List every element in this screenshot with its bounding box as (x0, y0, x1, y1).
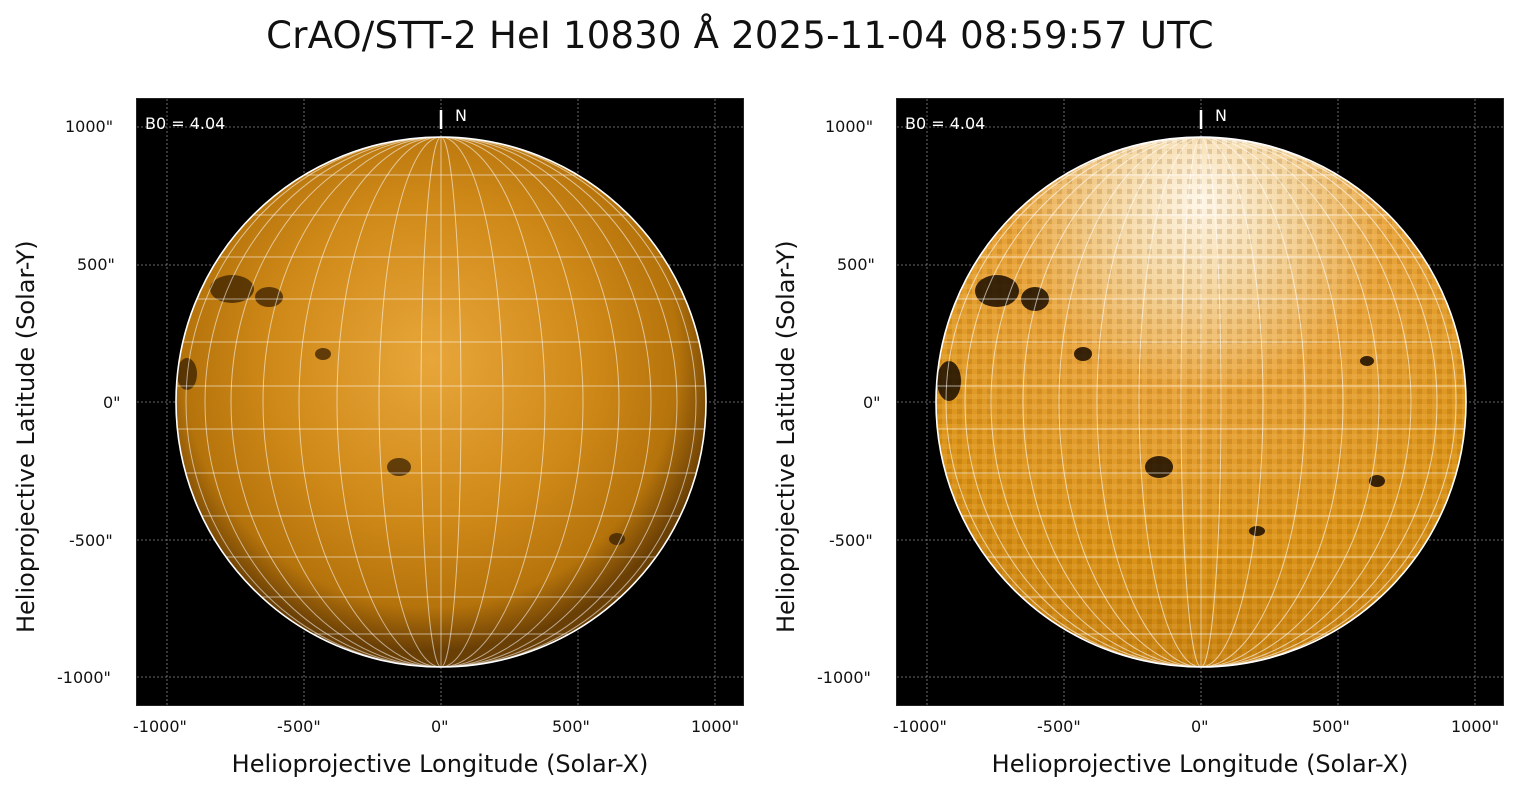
left-ytick-minus500: -500" (69, 531, 113, 550)
right-ytick-500: 500" (837, 255, 875, 274)
left-xtick-minus500: -500" (277, 717, 321, 736)
figure-title: CrAO/STT-2 HeI 10830 Å 2025-11-04 08:59:… (266, 14, 1214, 57)
left-b0-label: B0 = 4.04 (145, 114, 226, 133)
right-xtick-500: 500" (1312, 717, 1350, 736)
right-ytick-0: 0" (863, 393, 881, 412)
left-ytick-500: 500" (77, 255, 115, 274)
left-limb-circle (175, 136, 707, 668)
right-ytick-minus1000: -1000" (817, 668, 871, 687)
left-dark-features (177, 275, 625, 545)
right-heliographic-grid (936, 137, 1466, 667)
left-solar-disk-image (137, 99, 743, 705)
left-ytick-minus1000: -1000" (57, 668, 111, 687)
right-solar-disk-image (897, 99, 1503, 705)
right-xtick-1000: 1000" (1451, 717, 1500, 736)
right-ytick-minus500: -500" (829, 531, 873, 550)
right-xtick-0: 0" (1191, 717, 1209, 736)
right-north-label: N (1215, 106, 1227, 125)
left-solar-image-panel: B0 = 4.04 N (136, 98, 744, 706)
left-xtick-500: 500" (552, 717, 590, 736)
left-north-label: N (455, 106, 467, 125)
right-ytick-1000: 1000" (825, 117, 874, 136)
right-xtick-minus1000: -1000" (893, 717, 947, 736)
left-y-axis-label: Helioprojective Latitude (Solar-Y) (12, 240, 40, 633)
left-heliographic-grid (176, 137, 706, 667)
right-limb-circle (935, 136, 1467, 668)
right-solar-image-panel: B0 = 4.04 N (896, 98, 1504, 706)
left-ytick-0: 0" (103, 393, 121, 412)
left-xtick-minus1000: -1000" (133, 717, 187, 736)
right-y-axis-label: Helioprojective Latitude (Solar-Y) (772, 240, 800, 633)
right-x-axis-label: Helioprojective Longitude (Solar-X) (991, 750, 1409, 778)
left-xtick-0: 0" (431, 717, 449, 736)
right-b0-label: B0 = 4.04 (905, 114, 986, 133)
left-ytick-1000: 1000" (65, 117, 114, 136)
right-xtick-minus500: -500" (1037, 717, 1081, 736)
left-x-axis-label: Helioprojective Longitude (Solar-X) (231, 750, 649, 778)
left-xtick-1000: 1000" (691, 717, 740, 736)
